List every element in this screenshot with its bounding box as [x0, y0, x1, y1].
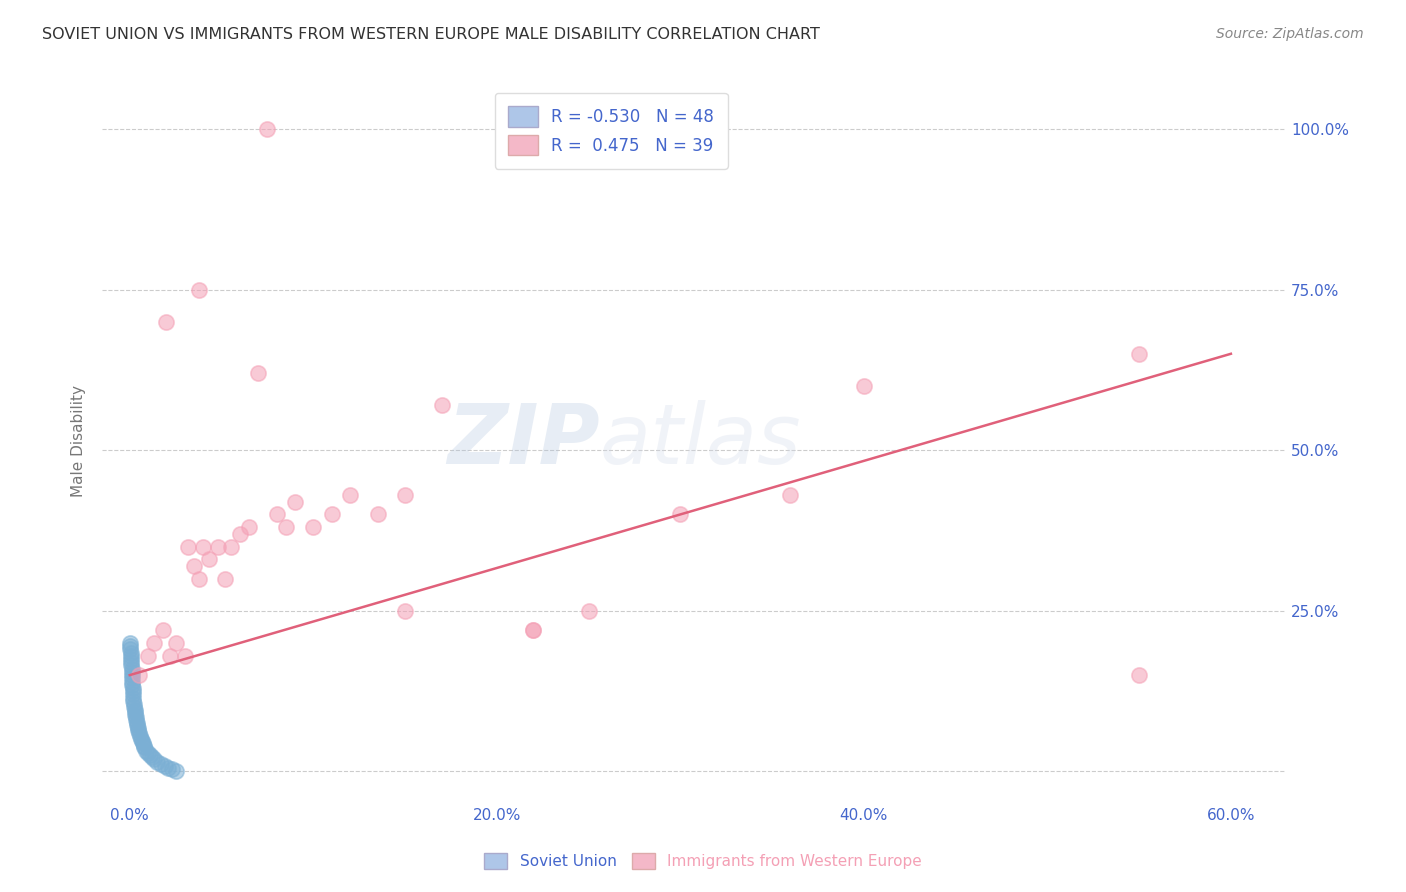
Point	[124, 706, 146, 720]
Point	[120, 652, 142, 666]
Point	[128, 726, 150, 740]
Point	[1128, 347, 1150, 361]
Point	[141, 750, 163, 764]
Point	[124, 710, 146, 724]
Point	[394, 604, 416, 618]
Point	[127, 723, 149, 737]
Point	[121, 678, 143, 692]
Point	[132, 739, 155, 753]
Point	[124, 703, 146, 717]
Point	[142, 636, 165, 650]
Point	[122, 690, 145, 705]
Point	[120, 646, 142, 660]
Point	[146, 755, 169, 769]
Point	[779, 488, 801, 502]
Point	[128, 668, 150, 682]
Point	[125, 713, 148, 727]
Point	[120, 655, 142, 669]
Point	[134, 740, 156, 755]
Point	[136, 648, 159, 663]
Point	[131, 733, 153, 747]
Point	[256, 121, 278, 136]
Point	[430, 398, 453, 412]
Point	[165, 764, 187, 778]
Point	[120, 658, 142, 673]
Point	[188, 283, 211, 297]
Point	[120, 648, 142, 663]
Point	[121, 681, 143, 695]
Y-axis label: Male Disability: Male Disability	[72, 384, 86, 497]
Point	[238, 520, 260, 534]
Point	[139, 748, 162, 763]
Point	[142, 751, 165, 765]
Point	[522, 623, 544, 637]
Point	[122, 697, 145, 711]
Point	[120, 639, 142, 653]
Point	[1128, 668, 1150, 682]
Point	[191, 540, 214, 554]
Point	[578, 604, 600, 618]
Point	[127, 721, 149, 735]
Point	[121, 684, 143, 698]
Point	[121, 665, 143, 679]
Point	[219, 540, 242, 554]
Point	[165, 636, 187, 650]
Point	[121, 674, 143, 689]
Point	[121, 671, 143, 685]
Point	[229, 526, 252, 541]
Point	[159, 648, 181, 663]
Point	[152, 623, 174, 637]
Point	[129, 732, 152, 747]
Point	[247, 366, 270, 380]
Text: SOVIET UNION VS IMMIGRANTS FROM WESTERN EUROPE MALE DISABILITY CORRELATION CHART: SOVIET UNION VS IMMIGRANTS FROM WESTERN …	[42, 27, 820, 42]
Point	[124, 707, 146, 722]
Text: atlas: atlas	[599, 400, 801, 481]
Point	[149, 756, 172, 771]
Point	[155, 315, 177, 329]
Point	[207, 540, 229, 554]
Point	[339, 488, 361, 502]
Text: ZIP: ZIP	[447, 400, 599, 481]
Point	[266, 508, 288, 522]
Point	[669, 508, 692, 522]
Point	[177, 540, 200, 554]
Point	[183, 558, 205, 573]
Point	[284, 494, 307, 508]
Point	[122, 700, 145, 714]
Point	[522, 623, 544, 637]
Point	[122, 687, 145, 701]
Point	[135, 744, 157, 758]
Point	[321, 508, 343, 522]
Point	[173, 648, 195, 663]
Legend: R = -0.530   N = 48, R =  0.475   N = 39: R = -0.530 N = 48, R = 0.475 N = 39	[495, 93, 728, 169]
Point	[131, 735, 153, 749]
Point	[160, 762, 183, 776]
Point	[394, 488, 416, 502]
Point	[136, 747, 159, 761]
Point	[852, 379, 875, 393]
Point	[125, 718, 148, 732]
Point	[125, 716, 148, 731]
Point	[274, 520, 297, 534]
Point	[302, 520, 325, 534]
Point	[122, 694, 145, 708]
Point	[128, 729, 150, 743]
Point	[120, 642, 142, 657]
Point	[120, 636, 142, 650]
Text: Source: ZipAtlas.com: Source: ZipAtlas.com	[1216, 27, 1364, 41]
Point	[214, 572, 236, 586]
Point	[121, 662, 143, 676]
Legend: Soviet Union, Immigrants from Western Europe: Soviet Union, Immigrants from Western Eu…	[478, 847, 928, 875]
Point	[188, 572, 211, 586]
Point	[121, 668, 143, 682]
Point	[366, 508, 388, 522]
Point	[197, 552, 219, 566]
Point	[153, 758, 176, 772]
Point	[157, 761, 180, 775]
